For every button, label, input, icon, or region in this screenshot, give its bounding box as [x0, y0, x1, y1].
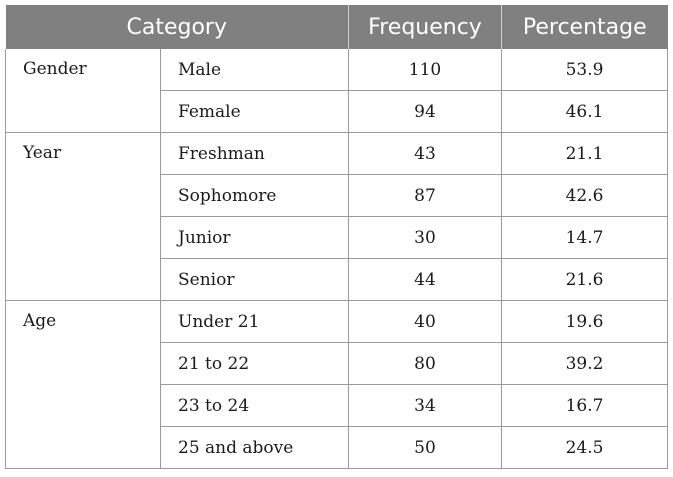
table-body: Gender Male 110 53.9 Female 94 46.1 Year… — [5, 49, 668, 469]
row-frequency: 30 — [348, 216, 502, 259]
demographics-table: Category Frequency Percentage Gender Mal… — [5, 5, 668, 469]
row-label: Sophomore — [160, 174, 349, 217]
table-row: Sophomore 87 42.6 — [6, 174, 668, 217]
table-row: Gender Male 110 53.9 — [5, 49, 668, 133]
row-percentage: 39.2 — [501, 342, 668, 385]
row-percentage: 16.7 — [501, 384, 668, 427]
table-row: Junior 30 14.7 — [6, 216, 668, 259]
group-year-label: Year — [5, 132, 161, 301]
row-frequency: 110 — [348, 49, 502, 91]
row-label: Senior — [160, 258, 349, 301]
row-label: 25 and above — [160, 426, 349, 469]
header-category: Category — [5, 5, 349, 49]
row-label: Under 21 — [160, 300, 349, 343]
header-row: Category Frequency Percentage — [5, 5, 668, 49]
row-percentage: 14.7 — [501, 216, 668, 259]
header-frequency: Frequency — [348, 5, 502, 49]
row-label: Freshman — [160, 132, 349, 175]
row-percentage: 46.1 — [501, 90, 668, 133]
row-frequency: 40 — [348, 300, 502, 343]
table-row: Year Freshman 43 21.1 — [5, 132, 668, 301]
row-percentage: 53.9 — [501, 49, 668, 91]
row-label: Junior — [160, 216, 349, 259]
table-row: Age Under 21 40 19.6 — [5, 300, 668, 469]
row-percentage: 21.6 — [501, 258, 668, 301]
row-label: 21 to 22 — [160, 342, 349, 385]
row-label: 23 to 24 — [160, 384, 349, 427]
row-label: Male — [160, 49, 349, 91]
row-label: Female — [160, 90, 349, 133]
row-frequency: 43 — [348, 132, 502, 175]
row-frequency: 80 — [348, 342, 502, 385]
row-frequency: 94 — [348, 90, 502, 133]
table-row: 23 to 24 34 16.7 — [6, 384, 668, 427]
row-percentage: 24.5 — [501, 426, 668, 469]
group-age-label: Age — [5, 300, 161, 469]
row-frequency: 34 — [348, 384, 502, 427]
row-percentage: 19.6 — [501, 300, 668, 343]
table-row: Female 94 46.1 — [6, 90, 668, 133]
row-frequency: 87 — [348, 174, 502, 217]
row-percentage: 21.1 — [501, 132, 668, 175]
table-row: 21 to 22 80 39.2 — [6, 342, 668, 385]
table-row: Senior 44 21.6 — [6, 258, 668, 301]
row-percentage: 42.6 — [501, 174, 668, 217]
row-frequency: 44 — [348, 258, 502, 301]
row-frequency: 50 — [348, 426, 502, 469]
group-gender-label: Gender — [5, 49, 161, 133]
table-header: Category Frequency Percentage — [5, 5, 668, 49]
table-row: 25 and above 50 24.5 — [6, 426, 668, 469]
header-percentage: Percentage — [501, 5, 668, 49]
